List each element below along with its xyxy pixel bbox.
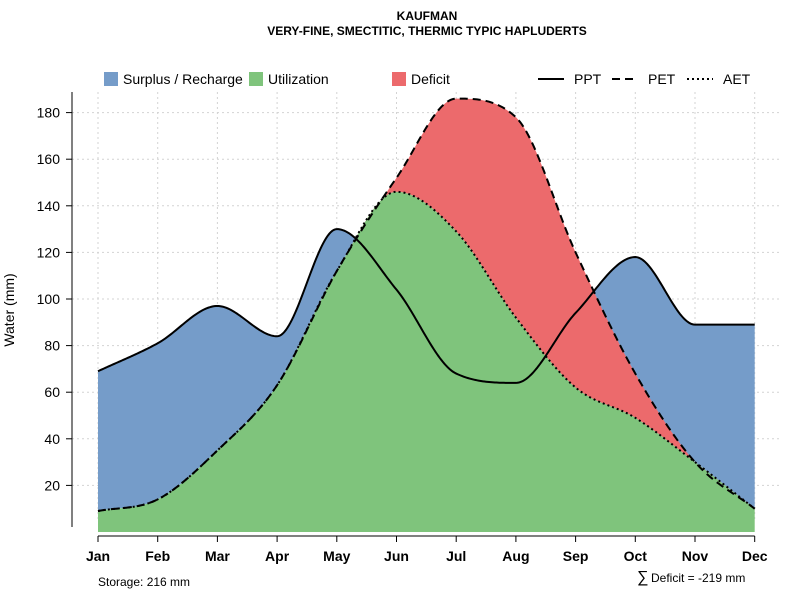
x-tick-label: Apr — [265, 548, 290, 564]
series-line-ppt — [97, 228, 755, 384]
legend-label: AET — [723, 71, 751, 87]
series-line-pet — [97, 97, 756, 513]
legend-item-deficit: Deficit — [392, 71, 450, 87]
deficit-area — [98, 98, 755, 512]
legend-item-utilization: Utilization — [249, 71, 329, 87]
legend-item-surplus-recharge: Surplus / Recharge — [104, 71, 243, 87]
chart-subtitle: VERY-FINE, SMECTITIC, THERMIC TYPIC HAPL… — [267, 24, 587, 38]
x-tick-label: Jul — [446, 548, 466, 564]
legend-label: Utilization — [268, 71, 329, 87]
x-tick-label: May — [323, 548, 350, 564]
x-tick-label: Dec — [742, 548, 768, 564]
x-tick-label: Nov — [682, 548, 709, 564]
deficit-annotation: Deficit = -219 mm — [651, 571, 745, 585]
storage-annotation: Storage: 216 mm — [98, 575, 190, 589]
y-tick-label: 140 — [37, 198, 61, 214]
line-layer — [97, 97, 756, 513]
utilization-area — [98, 191, 755, 532]
y-tick-label: 120 — [37, 244, 61, 260]
y-tick-label: 20 — [44, 477, 60, 493]
y-tick-label: 80 — [44, 338, 60, 354]
y-tick-label: 60 — [44, 384, 60, 400]
legend-label: PET — [648, 71, 676, 87]
x-tick-label: Jun — [384, 548, 409, 564]
x-tick-label: Aug — [502, 548, 529, 564]
sum-symbol: ∑ — [637, 569, 648, 586]
y-tick-label: 160 — [37, 151, 61, 167]
legend-swatch — [392, 72, 406, 86]
legend-item-aet: AET — [687, 71, 751, 87]
x-tick-label: Mar — [205, 548, 230, 564]
series-line-aet — [97, 190, 756, 513]
x-tick-label: Oct — [624, 548, 648, 564]
legend-item-pet: PET — [612, 71, 676, 87]
legend-label: Surplus / Recharge — [123, 71, 243, 87]
x-tick-label: Sep — [563, 548, 589, 564]
x-tick-label: Feb — [145, 548, 170, 564]
legend: Surplus / Recharge Utilization Deficit PPT P… — [104, 71, 751, 87]
y-tick-label: 100 — [37, 291, 61, 307]
legend-item-ppt: PPT — [538, 71, 602, 87]
chart-title: KAUFMAN — [397, 9, 458, 23]
legend-swatch — [104, 72, 118, 86]
legend-swatch — [249, 72, 263, 86]
axes: 20 40 60 80 100 120 140 160 180 Jan Feb Mar Apr May Ju… — [37, 92, 768, 564]
y-axis-label: Water (mm) — [1, 273, 17, 346]
legend-label: Deficit — [411, 71, 450, 87]
y-tick-label: 180 — [37, 105, 61, 121]
y-tick-label: 40 — [44, 431, 60, 447]
area-layer — [98, 98, 755, 532]
legend-label: PPT — [574, 71, 602, 87]
x-tick-label: Jan — [86, 548, 110, 564]
